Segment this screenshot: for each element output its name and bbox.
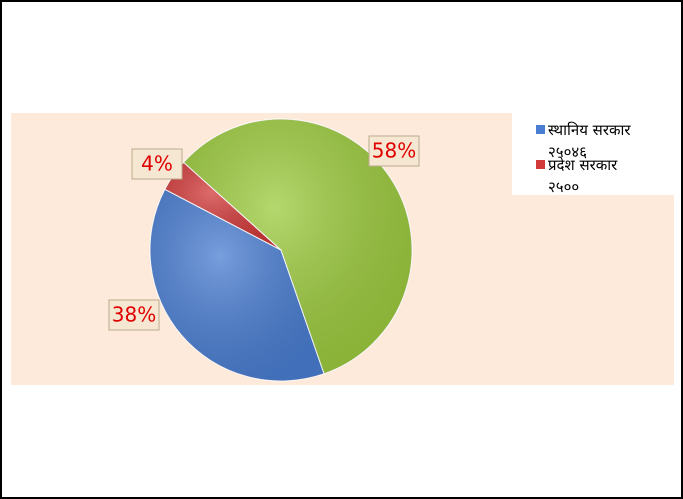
data-label: 58% — [372, 139, 416, 163]
label-box — [368, 135, 420, 167]
label-box — [108, 299, 160, 331]
legend-swatch — [536, 125, 545, 134]
label-box — [131, 148, 183, 180]
labels: 38% 4% 58% — [108, 135, 420, 331]
legend-label: प्रदेश सरकार २५०० — [548, 156, 618, 196]
slice-shade — [164, 162, 281, 250]
data-label: 4% — [141, 152, 173, 176]
data-label: 38% — [112, 303, 156, 327]
legend-label: स्थानिय सरकार २५०४६ — [548, 121, 631, 161]
legend-swatch — [536, 160, 545, 169]
slice-shade — [183, 119, 412, 374]
pie — [149, 118, 413, 382]
slice-shade — [149, 189, 325, 382]
